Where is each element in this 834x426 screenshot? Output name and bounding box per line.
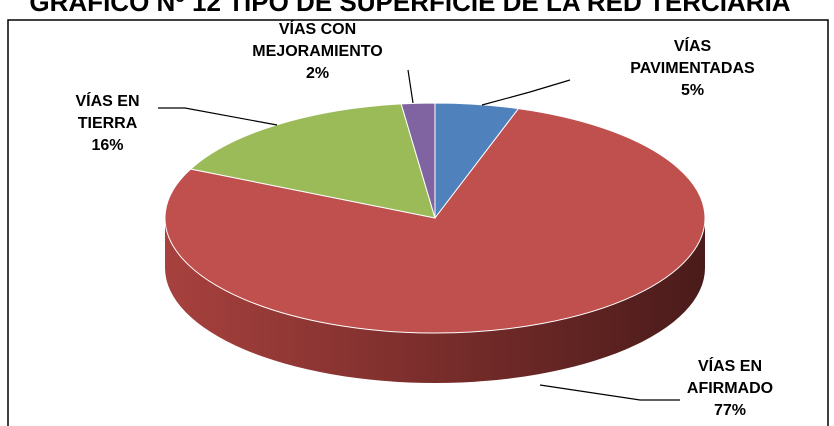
slice [400,102,436,219]
data-label: VÍAS EN TIERRA 16% [60,91,155,157]
leader-lines [158,69,680,401]
value-label: 16% [91,137,124,154]
leader-line [407,69,414,104]
value-label: 77% [713,402,747,419]
slice-top [400,102,436,219]
leader-line [539,384,680,401]
pie [164,102,706,383]
value-label: 5% [680,82,705,99]
category-label: VÍAS PAVIMENTADAS [630,38,755,77]
leader-line [481,79,571,106]
chart-title: GRÁFICO Nº 12 TIPO DE SUPERFICIE DE LA R… [29,0,791,17]
leader-line [158,107,278,126]
data-label: VÍAS EN AFIRMADO 77% [680,356,780,422]
slice-side [165,218,705,383]
category-label: VÍAS EN AFIRMADO [686,358,774,397]
value-label: 2% [305,65,330,82]
frame [7,19,829,426]
data-label: VÍAS PAVIMENTADAS 5% [625,36,760,102]
slice [164,108,706,383]
category-label: VÍAS EN TIERRA [75,93,140,132]
category-label: VÍAS CON MEJORAMIENTO [252,21,383,60]
slice-top [164,108,706,334]
data-label: VÍAS CON MEJORAMIENTO 2% [250,19,385,85]
